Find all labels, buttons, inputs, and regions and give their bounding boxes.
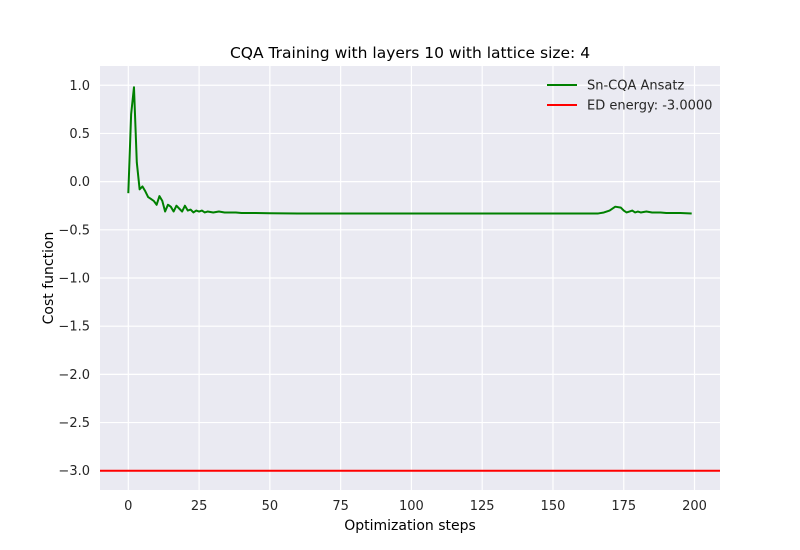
y-tick-label: −2.5	[58, 416, 90, 431]
y-tick-label: −2.0	[58, 368, 90, 383]
y-tick-label: −1.5	[58, 320, 90, 335]
x-tick-label: 0	[124, 499, 132, 514]
series-layer	[100, 86, 720, 472]
x-tick-label: 175	[611, 499, 636, 514]
x-tick-label: 100	[399, 499, 424, 514]
legend: Sn-CQA Ansatz ED energy: -3.0000	[547, 79, 712, 114]
x-tick-label: 75	[332, 499, 349, 514]
legend-label-ed-energy: ED energy: -3.0000	[587, 99, 712, 114]
y-tick-label: 0.0	[69, 175, 90, 190]
grid	[100, 66, 720, 490]
y-tick-labels: 1.0 0.5 0.0 −0.5 −1.0 −1.5 −2.0 −2.5 −3.0	[58, 79, 90, 479]
y-tick-label: 0.5	[69, 127, 90, 142]
y-axis-label: Cost function	[41, 232, 57, 325]
legend-label-sn-cqa: Sn-CQA Ansatz	[587, 79, 684, 94]
x-axis-label: Optimization steps	[344, 518, 476, 534]
x-tick-label: 150	[541, 499, 566, 514]
x-tick-label: 125	[470, 499, 495, 514]
x-tick-label: 50	[262, 499, 279, 514]
chart-title: CQA Training with layers 10 with lattice…	[230, 44, 590, 62]
y-tick-label: −1.0	[58, 272, 90, 287]
y-tick-label: −3.0	[58, 464, 90, 479]
y-tick-label: −0.5	[58, 223, 90, 238]
y-tick-label: 1.0	[69, 79, 90, 94]
series-line-sn-cqa	[127, 86, 692, 215]
x-tick-label: 200	[682, 499, 707, 514]
x-tick-label: 25	[191, 499, 208, 514]
x-tick-labels: 0 25 50 75 100 125 150 175 200	[124, 499, 707, 514]
